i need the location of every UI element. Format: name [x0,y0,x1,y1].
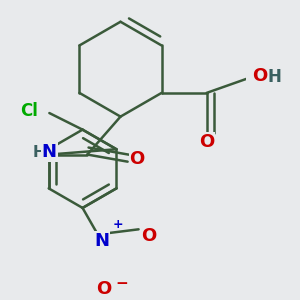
Text: O: O [252,67,268,85]
Text: Cl: Cl [20,102,38,120]
Text: −: − [116,276,128,291]
Text: H: H [267,68,281,86]
Text: N: N [94,232,109,250]
Text: H: H [32,145,45,160]
Text: O: O [96,280,112,298]
Text: O: O [199,133,214,151]
Text: +: + [112,218,123,231]
Text: N: N [42,143,57,161]
Text: O: O [130,150,145,168]
Text: O: O [141,227,157,245]
